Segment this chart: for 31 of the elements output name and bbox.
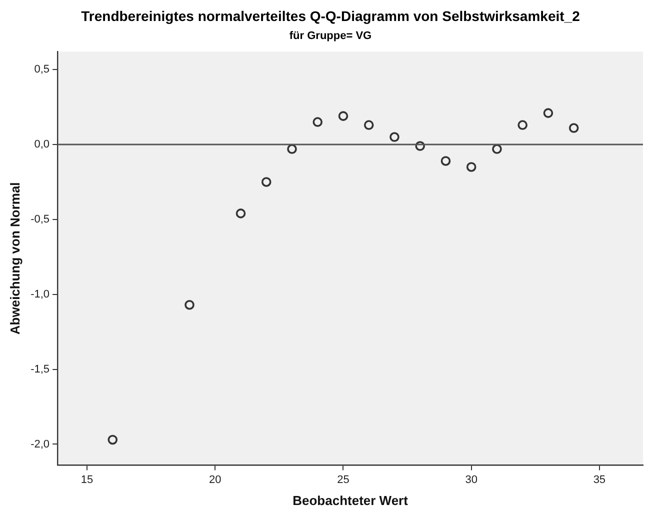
point [466, 162, 476, 172]
y-tick-label: -1,5 [30, 363, 50, 376]
point [415, 141, 425, 151]
point [543, 108, 554, 118]
point [287, 144, 297, 154]
chart-subtitle: für Gruppe= VG [288, 30, 373, 42]
point [236, 208, 246, 218]
x-tick-label: 25 [337, 474, 350, 486]
point [440, 156, 451, 166]
x-tick-label: 20 [209, 474, 222, 486]
y-tick-label: -1,0 [30, 288, 50, 300]
x-tick-label: 15 [80, 474, 94, 486]
x-tick-label: 35 [593, 474, 606, 486]
point [364, 120, 374, 130]
x-tick-label: 30 [465, 474, 478, 486]
point [568, 123, 579, 133]
point [108, 434, 118, 445]
y-tick-label: -0,5 [30, 213, 50, 226]
y-tick-label: 0,5 [34, 64, 50, 76]
point [261, 177, 272, 187]
y-tick-label: -2,0 [30, 438, 50, 450]
x-axis-title: Beobachteter Wert [292, 492, 409, 508]
point [184, 300, 194, 310]
point [338, 111, 348, 121]
point [312, 117, 323, 127]
y-axis-title: Abweichung von Normal [7, 182, 22, 335]
point [390, 132, 400, 142]
y-tick-label: 0,0 [34, 138, 50, 151]
point [492, 144, 502, 154]
point [518, 120, 528, 130]
chart-title: Trendbereinigtes normalverteiltes Q-Q-Diagramm von Selbstwirksamkeit_2 [80, 8, 581, 24]
